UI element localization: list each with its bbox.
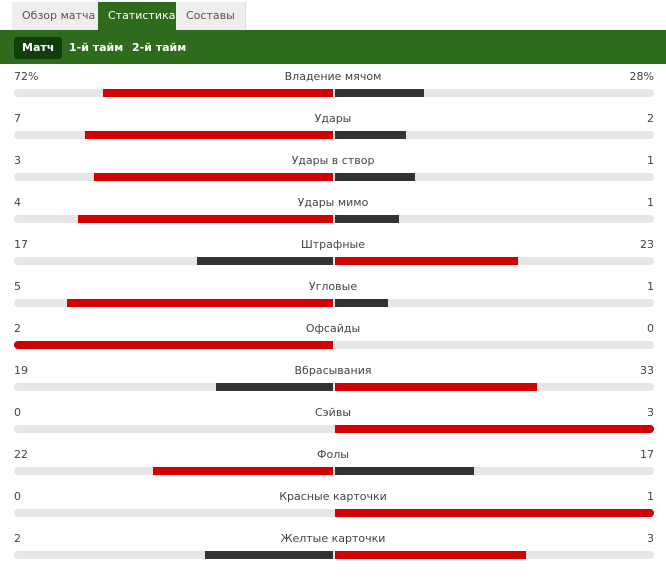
stat-label: Угловые [308,280,358,293]
away-bar [335,89,425,97]
home-bar [14,341,333,349]
bar-track [14,551,654,559]
away-bar [335,215,399,223]
home-bar [205,551,333,559]
subtab-bar [0,30,666,64]
away-bar [335,383,538,391]
home-bar [67,299,333,307]
stat-label: Штрафные [301,238,365,251]
away-value: 1 [647,490,654,503]
stat-label: Удары мимо [297,196,369,209]
home-bar [93,173,333,181]
bar-track [14,509,654,517]
home-value: 2 [14,322,21,335]
away-value: 33 [640,364,654,377]
bar-track [14,341,654,349]
away-bar [335,467,475,475]
away-bar [335,173,415,181]
bar-track [14,299,654,307]
home-value: 0 [14,490,21,503]
stat-label: Красные карточки [279,490,387,503]
bar-track [14,425,654,433]
away-bar [335,551,527,559]
away-bar [335,257,519,265]
stat-label: Желтые карточки [280,532,386,545]
away-bar [335,299,389,307]
home-bar [84,131,333,139]
away-value: 1 [647,154,654,167]
home-bar [216,383,333,391]
stat-label: Фолы [317,448,349,461]
home-value: 17 [14,238,28,251]
away-value: 17 [640,448,654,461]
away-value: 1 [647,196,654,209]
bar-track [14,215,654,223]
away-bar [335,425,654,433]
bar-track [14,131,654,139]
home-value: 2 [14,532,21,545]
subtab[interactable]: 2-й тайм [132,41,187,54]
bar-track [14,467,654,475]
away-value: 23 [640,238,654,251]
home-bar [197,257,333,265]
home-value: 5 [14,280,21,293]
bar-track [14,383,654,391]
away-value: 3 [647,532,654,545]
away-value: 28% [629,70,654,83]
home-bar [77,215,333,223]
away-value: 1 [647,280,654,293]
stat-label: Сэйвы [314,406,352,419]
home-value: 7 [14,112,21,125]
tab[interactable]: Статистика [98,2,187,30]
home-value: 19 [14,364,28,377]
home-value: 22 [14,448,28,461]
away-bar [335,509,654,517]
home-value: 72% [14,70,39,83]
away-bar [335,131,406,139]
tab[interactable]: Обзор матча [12,2,107,30]
stat-label: Офсайды [305,322,361,335]
away-value: 0 [647,322,654,335]
stat-label: Вбрасывания [294,364,372,377]
away-value: 3 [647,406,654,419]
tab[interactable]: Составы [176,2,246,30]
bar-track [14,173,654,181]
subtab[interactable]: Матч [14,37,63,59]
home-value: 0 [14,406,21,419]
stat-label: Удары в створ [291,154,375,167]
home-value: 3 [14,154,21,167]
home-bar [153,467,333,475]
stat-label: Удары [314,112,352,125]
bar-track [14,257,654,265]
home-bar [103,89,333,97]
home-value: 4 [14,196,21,209]
bar-track [14,89,654,97]
away-value: 2 [647,112,654,125]
stat-label: Владение мячом [284,70,382,83]
subtab[interactable]: 1-й тайм [69,41,124,54]
